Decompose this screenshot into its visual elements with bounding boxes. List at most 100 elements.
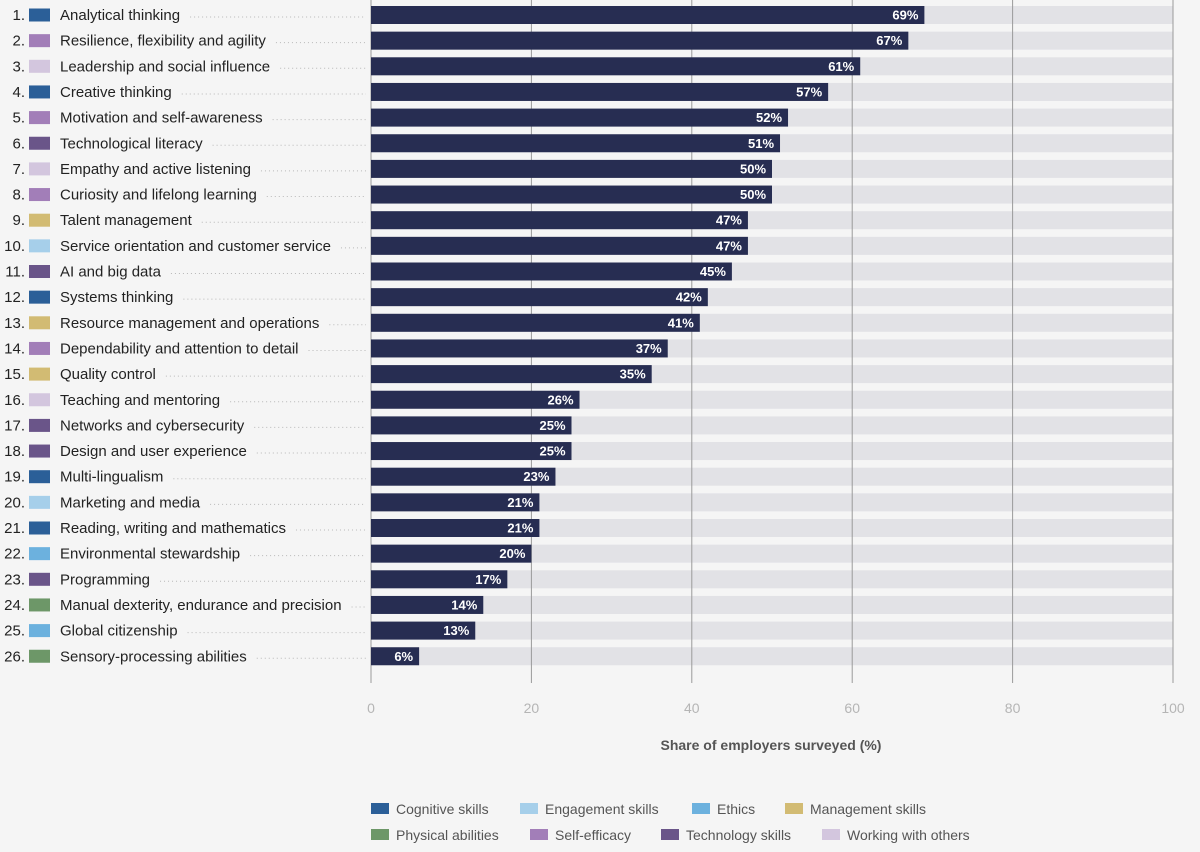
category-swatch	[29, 418, 50, 432]
category-swatch	[29, 598, 50, 612]
rank-number: 21.	[4, 520, 25, 537]
bar-value-label: 6%	[394, 649, 413, 664]
bar-value-label: 61%	[828, 59, 854, 74]
category-label: Programming	[60, 571, 150, 588]
bar-value-number: 13	[443, 623, 457, 638]
bar-tracks	[371, 6, 1173, 666]
category-swatch	[29, 521, 50, 535]
bar-value-number: 69	[892, 8, 906, 23]
rank-number: 13.	[4, 315, 25, 332]
legend: Cognitive skills Engagement skills Ethics M…	[371, 801, 970, 843]
bar	[371, 390, 580, 409]
legend-swatch	[520, 803, 538, 814]
bar-value-suffix: %	[730, 238, 742, 253]
category-swatch	[29, 59, 50, 73]
category-swatch	[29, 188, 50, 202]
bar-value-label: 67%	[876, 33, 902, 48]
rank-number: 3.	[12, 58, 25, 75]
category-swatch	[29, 341, 50, 355]
bar-value-label: 21%	[507, 521, 533, 536]
bar-value-suffix: %	[843, 59, 855, 74]
rank-number: 14.	[4, 340, 25, 357]
bar-value-label: 37%	[636, 341, 662, 356]
bar-track	[371, 647, 1173, 666]
bar-value-number: 47	[716, 213, 730, 228]
category-swatch	[29, 85, 50, 99]
category-swatch	[29, 367, 50, 381]
bar-value-suffix: %	[538, 469, 550, 484]
rank-number: 23.	[4, 571, 25, 588]
rank-number: 10.	[4, 238, 25, 255]
bar-value-label: 14%	[451, 597, 477, 612]
bar-value-number: 41	[668, 315, 682, 330]
bar	[371, 185, 772, 204]
x-tick-label: 40	[684, 700, 700, 716]
bar	[371, 467, 556, 486]
bar-value-suffix: %	[402, 649, 414, 664]
category-swatch	[29, 8, 50, 22]
bar-value-suffix: %	[514, 546, 526, 561]
category-swatch	[29, 239, 50, 253]
bar-value-number: 42	[676, 290, 690, 305]
category-label: Service orientation and customer service	[60, 238, 331, 255]
legend-label: Cognitive skills	[396, 801, 489, 817]
bar-track	[371, 519, 1173, 537]
bar	[371, 621, 476, 640]
legend-label: Working with others	[847, 827, 970, 843]
bar-value-label: 52%	[756, 110, 782, 125]
x-tick-label: 80	[1005, 700, 1021, 716]
bar	[371, 595, 484, 614]
legend-label: Technology skills	[686, 827, 791, 843]
bar-value-label: 25%	[539, 444, 565, 459]
bar-value-suffix: %	[682, 315, 694, 330]
bar-value-suffix: %	[466, 597, 478, 612]
legend-label: Management skills	[810, 801, 926, 817]
bar-value-number: 21	[507, 521, 521, 536]
category-label: Curiosity and lifelong learning	[60, 187, 257, 204]
bar-value-number: 21	[507, 495, 521, 510]
legend-label: Physical abilities	[396, 827, 499, 843]
category-swatch	[29, 290, 50, 304]
category-label: Resilience, flexibility and agility	[60, 33, 266, 50]
bar-value-number: 51	[748, 136, 762, 151]
bar	[371, 262, 732, 281]
bar-value-suffix: %	[891, 33, 903, 48]
category-swatch	[29, 547, 50, 561]
bar-value-label: 23%	[523, 469, 549, 484]
rank-number: 2.	[12, 33, 25, 50]
bar	[371, 31, 909, 50]
bar-value-number: 20	[499, 546, 513, 561]
bar-value-suffix: %	[458, 623, 470, 638]
bar-value-label: 45%	[700, 264, 726, 279]
category-swatch	[29, 624, 50, 638]
category-label: Resource management and operations	[60, 315, 319, 332]
category-label: Sensory-processing abilities	[60, 648, 247, 665]
category-label: AI and big data	[60, 264, 162, 281]
bar-value-number: 61	[828, 59, 842, 74]
rank-number: 8.	[12, 187, 25, 204]
bar-value-number: 47	[716, 238, 730, 253]
category-label: Empathy and active listening	[60, 161, 251, 178]
rank-number: 16.	[4, 392, 25, 409]
category-swatch	[29, 111, 50, 125]
bar	[371, 108, 789, 127]
category-label: Analytical thinking	[60, 7, 180, 24]
bar-value-number: 57	[796, 84, 810, 99]
bar	[371, 159, 772, 178]
bar-value-suffix: %	[522, 495, 534, 510]
bar	[371, 57, 861, 76]
category-swatch	[29, 444, 50, 458]
bar-value-label: 51%	[748, 136, 774, 151]
legend-swatch	[822, 829, 840, 840]
bar-value-number: 45	[700, 264, 714, 279]
bar-value-label: 50%	[740, 187, 766, 202]
category-swatch	[29, 162, 50, 176]
legend-label: Ethics	[717, 801, 755, 817]
bar-track	[371, 595, 1173, 614]
rank-number: 19.	[4, 469, 25, 486]
bar-value-suffix: %	[690, 290, 702, 305]
bar-value-suffix: %	[770, 110, 782, 125]
bar-value-suffix: %	[554, 418, 566, 433]
legend-label: Self-efficacy	[555, 827, 631, 843]
legend-swatch	[661, 829, 679, 840]
